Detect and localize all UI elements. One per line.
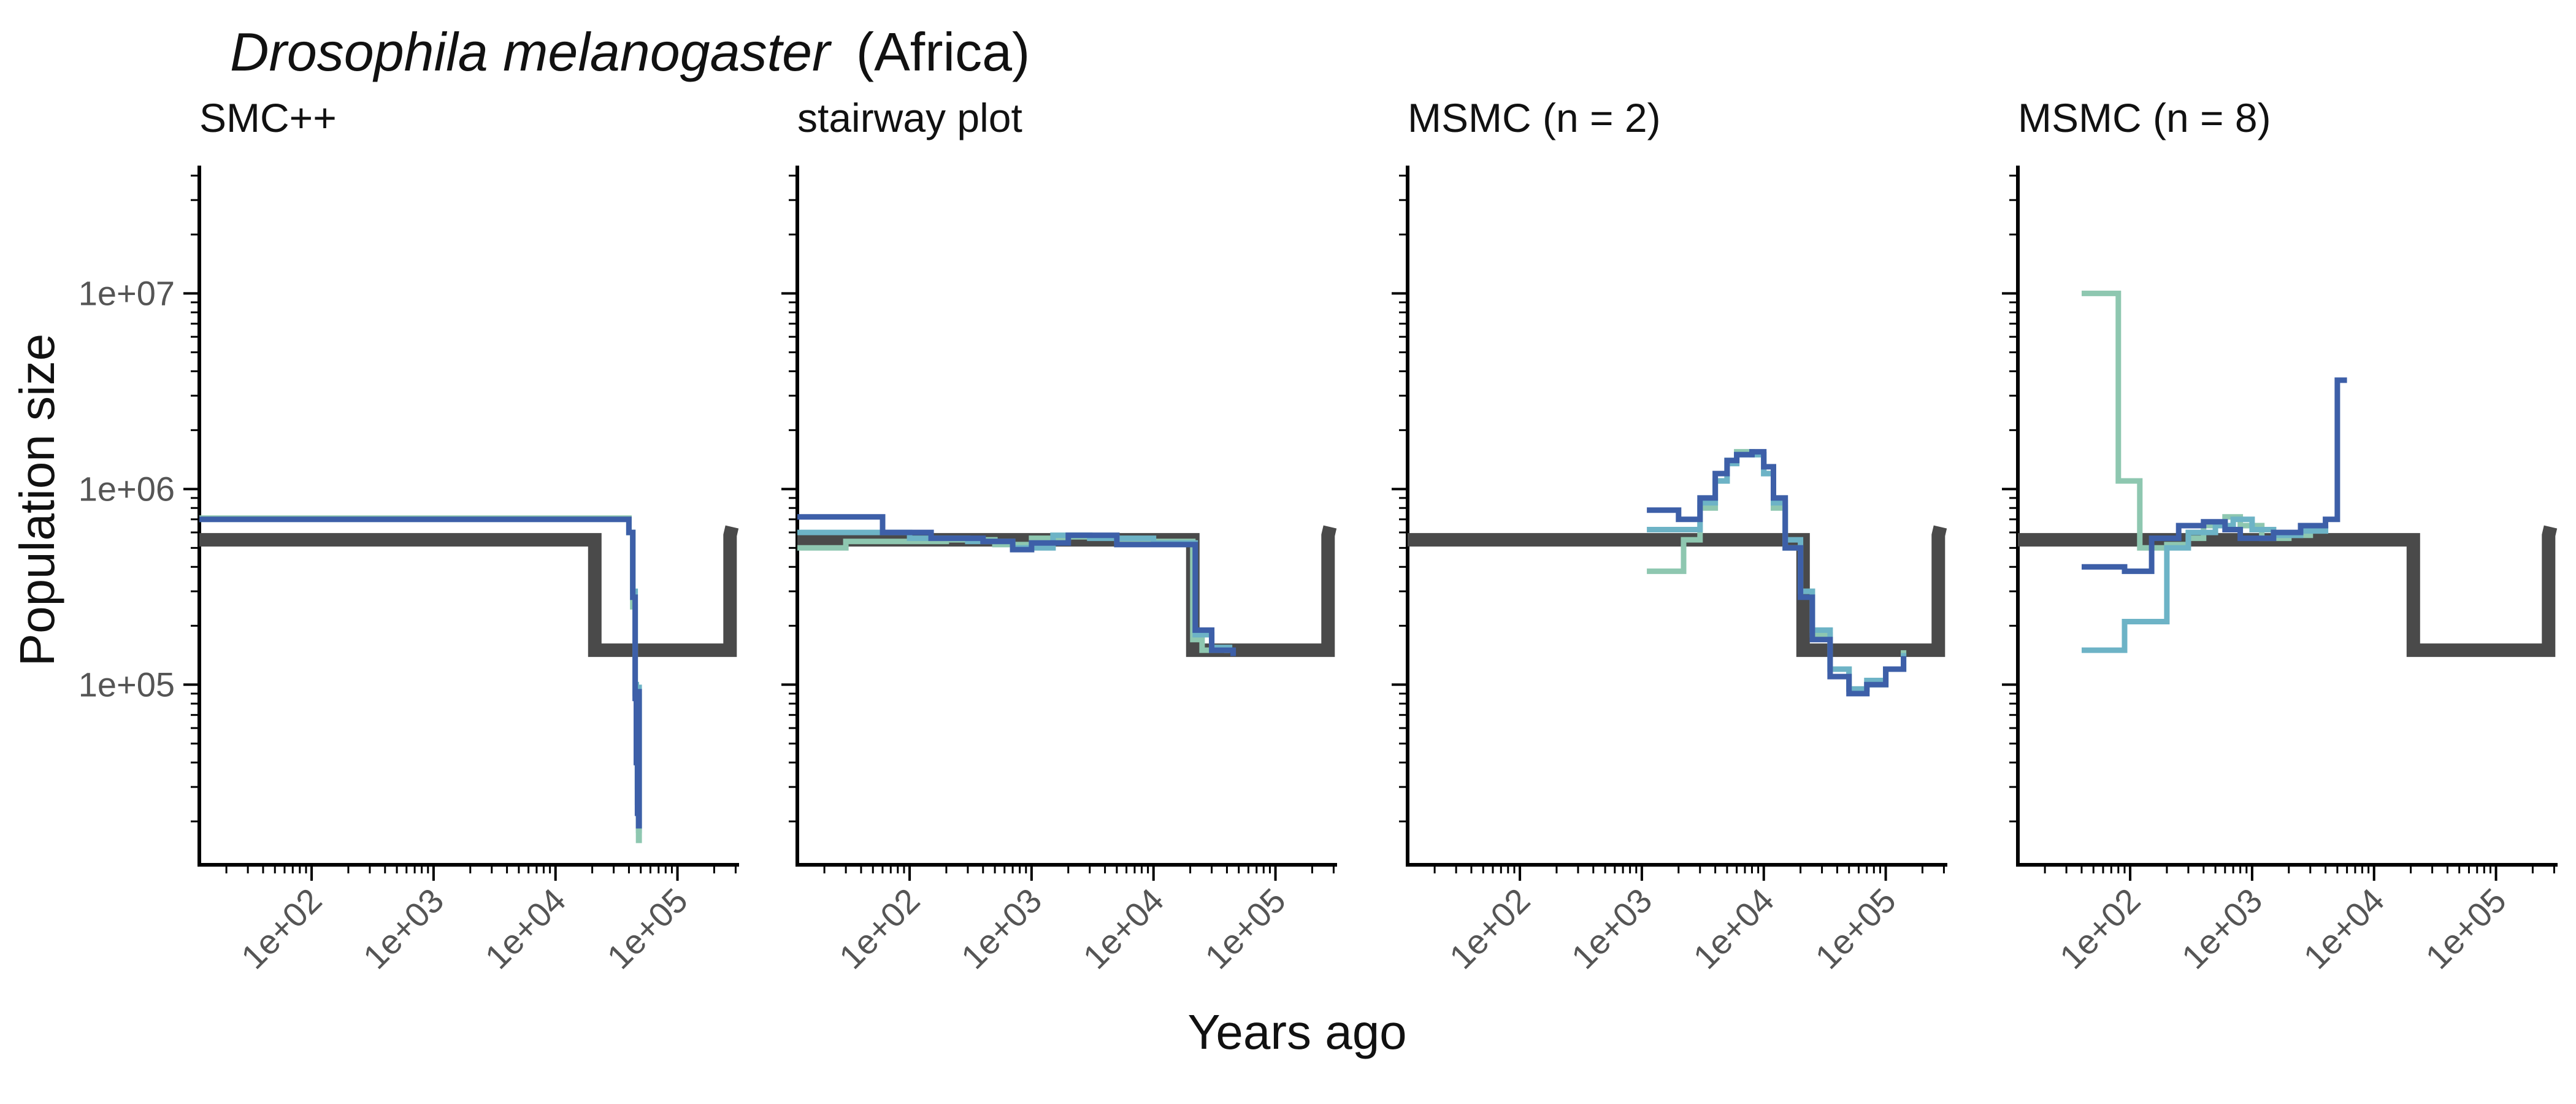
x-tick-label: 1e+04 (2296, 881, 2391, 976)
x-tick-label: 1e+02 (2052, 881, 2148, 976)
panel-title: SMC++ (199, 95, 337, 140)
series-line-3 (797, 514, 1236, 656)
x-tick-label: 1e+05 (2418, 881, 2513, 976)
figure-title: Drosophila melanogaster (Africa) (230, 21, 1030, 82)
y-tick-label: 1e+05 (79, 665, 175, 703)
x-tick-label: 1e+04 (477, 881, 573, 976)
panel-title: MSMC (n = 8) (2018, 95, 2271, 140)
x-tick-label: 1e+03 (954, 881, 1049, 976)
x-tick-label: 1e+03 (2174, 881, 2270, 976)
y-axis-title: Population size (10, 334, 64, 667)
x-tick-label: 1e+02 (832, 881, 927, 976)
panel-1: SMC++ 1e+05 1e+06 1e+07 1e+02 1e+03 1e+04 1e+05 (79, 95, 739, 976)
series-line-2 (199, 515, 642, 843)
x-tick-label: 1e+04 (1075, 881, 1171, 976)
series-line-1 (797, 534, 1230, 653)
x-tick-label: 1e+03 (356, 881, 451, 976)
series-line-1 (199, 516, 642, 834)
x-tick-label: 1e+05 (1807, 881, 1903, 976)
x-tick-label: 1e+02 (1442, 881, 1538, 976)
y-tick-label: 1e+06 (79, 469, 175, 508)
panel-title: MSMC (n = 2) (1408, 95, 1661, 140)
panel-title: stairway plot (797, 95, 1022, 140)
y-tick-label: 1e+07 (79, 274, 175, 312)
x-tick-label: 1e+05 (599, 881, 695, 976)
panel-3: MSMC (n = 2) 1e+02 1e+03 1e+04 1e+05 (1392, 95, 1947, 976)
x-tick-label: 1e+04 (1685, 881, 1781, 976)
x-axis-title: Years ago (1187, 1005, 1406, 1059)
panels-group: SMC++ 1e+05 1e+06 1e+07 1e+02 1e+03 1e+04 1e+05… (79, 95, 2558, 976)
series-line-3 (199, 516, 642, 829)
figure-title-species: Drosophila melanogaster (230, 21, 832, 82)
true-model-line (1408, 525, 1947, 657)
true-model-line (2018, 525, 2558, 657)
panel-4: MSMC (n = 8) 1e+02 1e+03 1e+04 1e+05 (2002, 95, 2558, 976)
series-line-3 (2082, 377, 2347, 574)
true-model-line (199, 525, 739, 657)
figure-title-region: (Africa) (856, 21, 1030, 82)
x-tick-label: 1e+02 (234, 881, 329, 976)
x-tick-label: 1e+03 (1564, 881, 1660, 976)
series-line-3 (1647, 449, 1907, 697)
series-line-1 (2082, 290, 2313, 551)
x-tick-label: 1e+05 (1197, 881, 1293, 976)
panel-2: stairway plot 1e+02 1e+03 1e+04 1e+05 (781, 95, 1337, 976)
